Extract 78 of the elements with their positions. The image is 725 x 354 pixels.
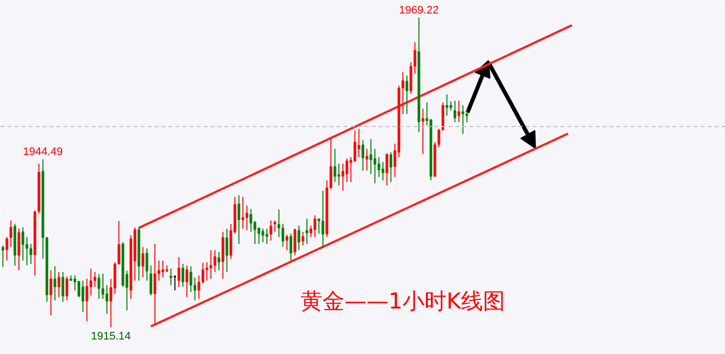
candlestick bbox=[154, 243, 156, 324]
candlestick bbox=[22, 226, 24, 262]
candlestick bbox=[250, 208, 252, 232]
candlestick bbox=[366, 148, 368, 172]
candlestick bbox=[58, 271, 60, 298]
candlestick bbox=[106, 284, 108, 314]
candlestick bbox=[370, 138, 372, 175]
candlestick bbox=[390, 152, 392, 183]
candlestick bbox=[290, 233, 292, 262]
candlestick bbox=[406, 75, 408, 114]
candlestick bbox=[266, 228, 268, 244]
candlestick bbox=[210, 250, 212, 280]
candlestick bbox=[318, 218, 320, 234]
candlestick bbox=[182, 263, 184, 288]
candlestick bbox=[306, 218, 308, 244]
candlestick bbox=[450, 100, 452, 111]
candlestick bbox=[142, 246, 144, 278]
candlestick bbox=[462, 104, 464, 134]
candlestick bbox=[178, 256, 180, 288]
candlestick bbox=[54, 266, 56, 301]
candlestick bbox=[338, 163, 340, 186]
candlestick bbox=[382, 162, 384, 181]
candlestick bbox=[30, 243, 32, 264]
candlestick bbox=[102, 273, 104, 300]
candlestick bbox=[270, 220, 272, 241]
candlestick bbox=[302, 231, 304, 246]
candlestick bbox=[2, 245, 4, 268]
candlestick bbox=[378, 156, 380, 178]
candlestick bbox=[186, 264, 188, 298]
candlestick bbox=[422, 108, 424, 154]
candlestick bbox=[322, 190, 324, 250]
candlestick bbox=[278, 209, 280, 238]
candlestick bbox=[170, 268, 172, 286]
candlestick bbox=[146, 248, 148, 282]
text: 黄金——1小时K线图 bbox=[300, 290, 505, 314]
candlestick bbox=[282, 223, 284, 248]
candlestick bbox=[218, 251, 220, 271]
candlestick bbox=[190, 266, 192, 293]
candlestick bbox=[214, 250, 216, 272]
candlestick bbox=[286, 234, 288, 251]
candlestick bbox=[374, 148, 376, 184]
candlestick bbox=[362, 140, 364, 172]
candlestick bbox=[18, 228, 20, 271]
candlestick bbox=[86, 278, 88, 322]
candlestick bbox=[298, 225, 300, 251]
candlestick bbox=[446, 94, 448, 116]
candlestick bbox=[66, 276, 68, 301]
candlestick bbox=[386, 153, 388, 186]
candlestick bbox=[358, 128, 360, 158]
candlestick bbox=[334, 148, 336, 183]
candlestick bbox=[246, 205, 248, 231]
candlestick bbox=[354, 130, 356, 163]
candlestick bbox=[6, 236, 8, 262]
candlestick bbox=[346, 158, 348, 183]
candlestick bbox=[458, 100, 460, 123]
candlestick bbox=[50, 270, 52, 316]
candlestick bbox=[98, 274, 100, 300]
candlestick bbox=[94, 271, 96, 288]
candlestick bbox=[466, 108, 468, 123]
candlestick bbox=[206, 262, 208, 282]
candlestick bbox=[314, 214, 316, 238]
candlestick bbox=[454, 100, 456, 123]
candlestick bbox=[238, 194, 240, 244]
annotation: 1969.22 bbox=[399, 4, 439, 17]
candlestick bbox=[274, 220, 276, 232]
candlestick bbox=[78, 280, 80, 298]
candlestick bbox=[62, 271, 64, 302]
candlestick bbox=[342, 163, 344, 192]
candlestick bbox=[294, 228, 296, 256]
candlestick bbox=[82, 280, 84, 313]
candlestick bbox=[242, 196, 244, 230]
candlestick bbox=[262, 228, 264, 243]
candlestick bbox=[10, 220, 12, 248]
candlestick bbox=[150, 264, 152, 296]
annotation: 1915.14 bbox=[91, 330, 131, 342]
candlestick bbox=[226, 228, 228, 272]
candlestick bbox=[162, 260, 164, 278]
annotation: 1944.49 bbox=[23, 146, 63, 158]
